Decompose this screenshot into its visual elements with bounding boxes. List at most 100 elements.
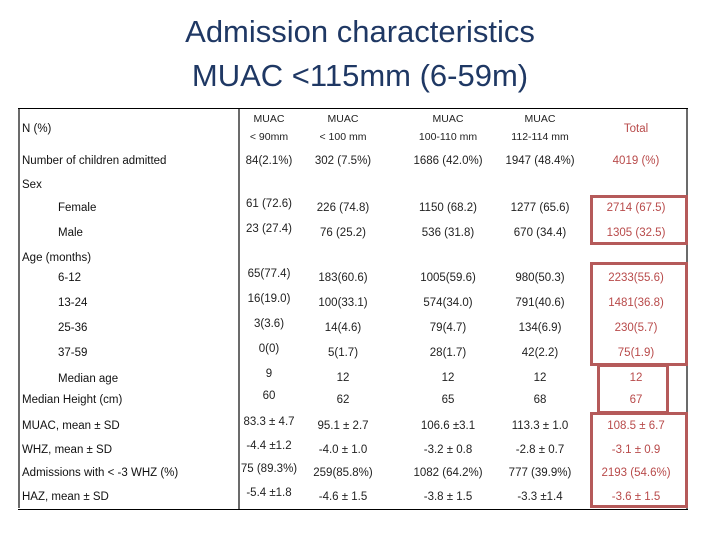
column-header: Total (623, 123, 649, 135)
table-cell: 3(3.6) (253, 318, 285, 330)
table-cell: 65(77.4) (247, 268, 291, 280)
total-cell: 2193 (54.6%) (601, 467, 671, 479)
table-cell: -4.4 ±1.2 (246, 440, 292, 452)
table-cell: -3.8 ± 1.5 (423, 491, 473, 503)
row-label: WHZ, mean ± SD (22, 444, 113, 456)
table-cell: -5.4 ±1.8 (246, 487, 292, 499)
table-cell: -4.0 ± 1.0 (318, 444, 368, 456)
table-cell: 84(2.1%) (245, 155, 293, 167)
table-bottom-rule (18, 509, 688, 510)
header-row-label: N (%) (22, 123, 52, 135)
table-cell: 113.3 ± 1.0 (511, 420, 569, 432)
row-label: Admissions with < -3 WHZ (%) (22, 467, 179, 479)
table-cell: 1947 (48.4%) (505, 155, 575, 167)
table-cell: 12 (336, 372, 350, 384)
row-label: Median age (58, 373, 119, 385)
table-cell: 1082 (64.2%) (413, 467, 483, 479)
table-cell: 95.1 ± 2.7 (317, 420, 369, 432)
table-cell: 134(6.9) (518, 322, 562, 334)
measures-total-highlight-box (590, 412, 688, 508)
total-cell: 4019 (%) (612, 155, 660, 167)
table-top-rule (18, 108, 688, 109)
row-label: 37-59 (58, 347, 88, 359)
row-label: 13-24 (58, 297, 88, 309)
column-header: MUAC 112-114 mm (511, 112, 568, 144)
total-cell: 75(1.9) (617, 347, 655, 359)
total-cell: 12 (629, 372, 643, 384)
table-cell: 16(19.0) (247, 293, 291, 305)
total-cell: 2714 (67.5) (606, 202, 666, 214)
table-cell: 183(60.6) (318, 272, 368, 284)
total-cell: 67 (629, 394, 643, 406)
row-label: Number of children admitted (22, 155, 167, 167)
table-cell: 100(33.1) (318, 297, 368, 309)
row-label: 6-12 (58, 272, 82, 284)
row-label: Female (58, 202, 97, 214)
table-cell: 14(4.6) (324, 322, 362, 334)
table-vertical-rule (238, 108, 240, 510)
table-cell: 9 (265, 368, 273, 380)
table-cell: -4.6 ± 1.5 (318, 491, 368, 503)
row-label: 25-36 (58, 322, 88, 334)
table-cell: 12 (441, 372, 455, 384)
median-total-highlight-box (597, 364, 669, 414)
table-cell: 28(1.7) (429, 347, 467, 359)
slide-title-line-2: MUAC <115mm (6-59m) (191, 58, 529, 93)
table-cell: 259(85.8%) (313, 467, 373, 479)
table-cell: 1150 (68.2) (419, 202, 477, 214)
table-cell: 1005(59.6) (420, 272, 476, 284)
table-cell: 23 (27.4) (245, 223, 293, 235)
slide-title-line-1: Admission characteristics (185, 14, 535, 49)
table-cell: 0(0) (258, 343, 280, 355)
table-cell: 12 (533, 372, 547, 384)
total-cell: 108.5 ± 6.7 (607, 420, 665, 432)
column-header-line-1: MUAC (432, 113, 464, 125)
group-label: Sex (22, 179, 42, 191)
table-vertical-rule (18, 108, 20, 508)
total-cell: -3.6 ± 1.5 (611, 491, 661, 503)
column-header: MUAC 100-110 mm (419, 112, 477, 144)
total-cell: -3.1 ± 0.9 (611, 444, 661, 456)
total-cell: 230(5.7) (614, 322, 658, 334)
table-cell: -2.8 ± 0.7 (515, 444, 565, 456)
total-cell: 1481(36.8) (608, 297, 664, 309)
table-cell: 1686 (42.0%) (413, 155, 483, 167)
table-cell: 980(50.3) (515, 272, 565, 284)
table-cell: 76 (25.2) (319, 227, 367, 239)
row-label: MUAC, mean ± SD (22, 420, 120, 432)
table-cell: 226 (74.8) (316, 202, 370, 214)
table-cell: 62 (336, 394, 350, 406)
table-cell: 777 (39.9%) (508, 467, 572, 479)
table-cell: 79(4.7) (429, 322, 467, 334)
total-cell: 2233(55.6) (608, 272, 664, 284)
column-header-line-2: 112-114 mm (511, 131, 569, 143)
row-label: Median Height (cm) (22, 394, 123, 406)
column-header-line-2: < 90mm (249, 131, 289, 143)
table-cell: -3.2 ± 0.8 (423, 444, 473, 456)
table-cell: 68 (533, 394, 547, 406)
table-cell: 670 (34.4) (513, 227, 567, 239)
age-total-highlight-box (590, 262, 688, 366)
table-cell: 83.3 ± 4.7 (243, 416, 295, 428)
column-header: MUAC < 90mm (250, 112, 288, 144)
column-header-line-1: MUAC (253, 113, 285, 125)
table-cell: 5(1.7) (327, 347, 359, 359)
group-label: Age (months) (22, 252, 92, 264)
table-cell: 536 (31.8) (421, 227, 475, 239)
column-header-line-2: 100-110 mm (418, 131, 478, 143)
table-cell: 302 (7.5%) (314, 155, 372, 167)
table-cell: 1277 (65.6) (510, 202, 570, 214)
table-cell: 791(40.6) (515, 297, 565, 309)
table-cell: 65 (441, 394, 455, 406)
table-cell: 75 (89.3%) (240, 463, 298, 475)
table-cell: 61 (72.6) (245, 198, 293, 210)
column-header-line-1: MUAC (524, 113, 556, 125)
row-label: Male (58, 227, 83, 239)
table-cell: 106.6 ±3.1 (420, 420, 476, 432)
table-cell: -3.3 ±1.4 (517, 491, 563, 503)
column-header: MUAC < 100 mm (320, 112, 367, 144)
row-label: HAZ, mean ± SD (22, 491, 109, 503)
table-cell: 60 (262, 390, 276, 402)
total-cell: 1305 (32.5) (606, 227, 666, 239)
column-header-line-1: MUAC (327, 113, 359, 125)
